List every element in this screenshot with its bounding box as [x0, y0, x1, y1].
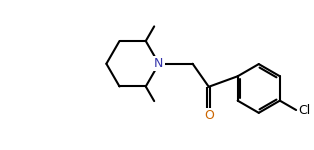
Text: O: O	[204, 109, 214, 122]
Text: Cl: Cl	[298, 103, 310, 117]
Text: N: N	[154, 57, 164, 70]
